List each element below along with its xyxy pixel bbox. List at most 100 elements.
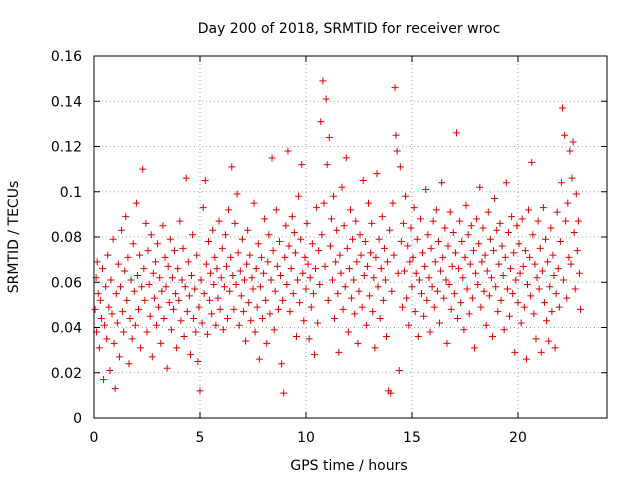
- data-point: [361, 238, 369, 246]
- data-point: [557, 179, 565, 187]
- data-point: [268, 154, 276, 162]
- data-point: [302, 285, 310, 293]
- data-point: [449, 228, 457, 236]
- data-point: [451, 249, 459, 257]
- data-point: [125, 360, 133, 368]
- data-point: [284, 147, 292, 155]
- data-point: [536, 244, 544, 252]
- data-point: [315, 247, 323, 255]
- data-point: [194, 357, 202, 365]
- data-point: [277, 271, 285, 279]
- data-point: [235, 321, 243, 329]
- data-point: [180, 333, 188, 341]
- data-point: [164, 262, 172, 270]
- data-point: [495, 260, 503, 268]
- data-point: [524, 281, 532, 289]
- data-point: [306, 274, 314, 282]
- data-point: [517, 319, 525, 327]
- data-point: [309, 290, 317, 298]
- x-axis-label: GPS time / hours: [290, 458, 407, 474]
- data-point: [525, 206, 533, 214]
- data-point: [287, 265, 295, 273]
- data-point: [308, 240, 316, 248]
- data-point: [330, 192, 338, 200]
- x-tick-label: 20: [509, 430, 527, 446]
- data-point: [121, 267, 129, 275]
- data-point: [454, 314, 462, 322]
- data-point: [563, 294, 571, 302]
- data-point: [568, 174, 576, 182]
- data-point: [252, 265, 260, 273]
- data-point: [143, 328, 151, 336]
- chart-grid: [94, 56, 607, 418]
- data-point: [476, 183, 484, 191]
- data-point: [226, 287, 234, 295]
- data-point: [574, 217, 582, 225]
- data-point: [387, 389, 395, 397]
- data-point: [526, 253, 534, 261]
- data-point: [220, 283, 228, 291]
- data-point: [572, 190, 580, 198]
- data-point: [210, 281, 218, 289]
- data-point: [527, 292, 535, 300]
- data-point: [452, 129, 460, 137]
- data-point: [471, 344, 479, 352]
- data-point: [550, 271, 558, 279]
- data-point: [254, 240, 262, 248]
- data-point: [358, 303, 366, 311]
- data-point: [408, 283, 416, 291]
- data-point: [208, 310, 216, 318]
- data-point: [197, 276, 205, 284]
- data-point: [446, 208, 454, 216]
- data-point: [455, 265, 463, 273]
- data-point: [177, 317, 185, 325]
- data-point: [158, 287, 166, 295]
- data-point: [491, 195, 499, 203]
- data-point: [269, 247, 277, 255]
- data-point: [393, 147, 401, 155]
- data-point: [362, 321, 370, 329]
- data-point: [318, 231, 326, 239]
- data-point: [305, 335, 313, 343]
- data-point: [250, 199, 258, 207]
- data-point: [407, 224, 415, 232]
- data-point: [469, 247, 477, 255]
- data-point: [428, 283, 436, 291]
- data-point: [100, 376, 108, 384]
- data-point: [111, 385, 119, 393]
- data-point: [482, 321, 490, 329]
- data-point: [356, 231, 364, 239]
- data-point: [473, 215, 481, 223]
- data-point: [353, 258, 361, 266]
- data-point: [528, 158, 536, 166]
- data-point: [440, 294, 448, 302]
- data-point: [542, 235, 550, 243]
- data-point: [186, 351, 194, 359]
- data-point: [107, 276, 115, 284]
- data-point: [95, 344, 103, 352]
- data-point: [448, 262, 456, 270]
- data-point: [228, 163, 236, 171]
- data-point: [373, 170, 381, 178]
- data-point: [151, 258, 159, 266]
- data-point: [347, 206, 354, 214]
- data-point: [500, 326, 508, 334]
- data-point: [124, 253, 132, 261]
- data-point: [336, 251, 344, 259]
- data-point: [248, 274, 256, 282]
- data-point: [123, 296, 131, 304]
- data-point: [556, 238, 564, 246]
- data-point: [179, 244, 187, 252]
- data-point: [437, 267, 445, 275]
- data-point: [275, 238, 283, 246]
- data-point: [113, 319, 121, 327]
- data-point: [479, 224, 487, 232]
- data-point: [236, 267, 244, 275]
- data-point: [360, 271, 368, 279]
- data-point: [218, 244, 226, 252]
- data-point: [196, 387, 204, 395]
- data-point: [317, 118, 325, 126]
- data-point: [219, 326, 227, 334]
- data-point: [142, 219, 150, 227]
